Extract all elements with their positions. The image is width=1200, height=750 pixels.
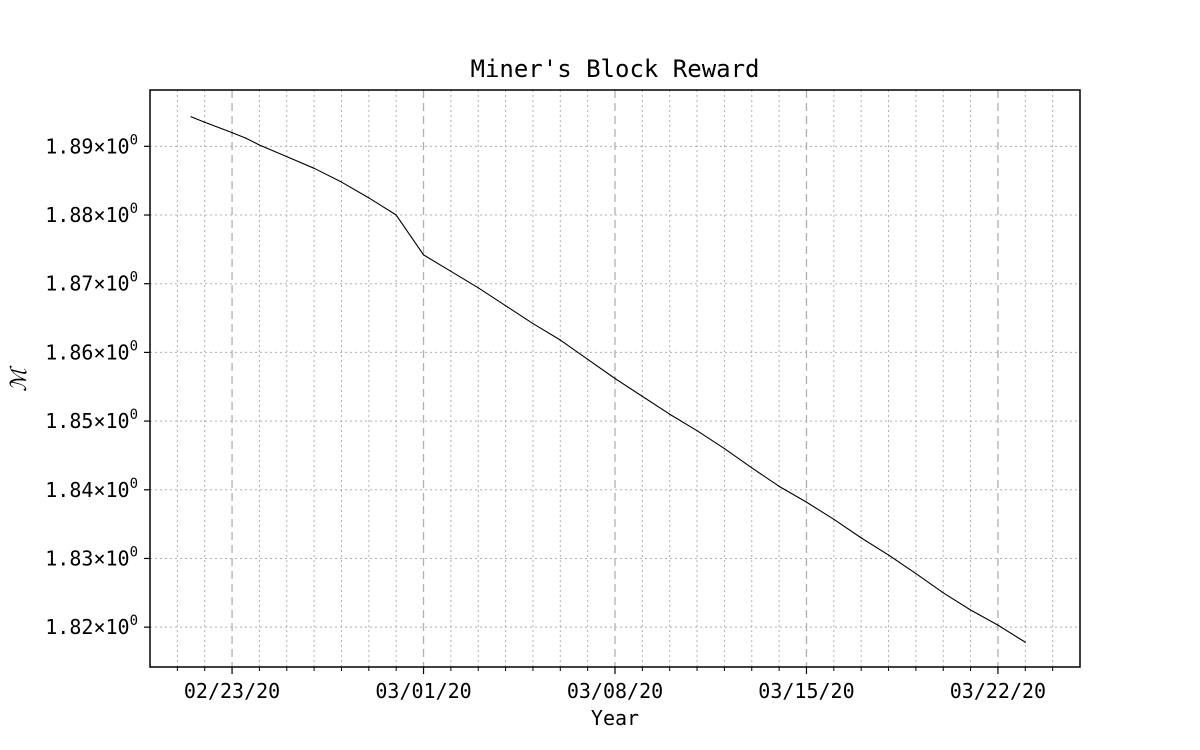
data-point bbox=[231, 131, 233, 134]
y-tick-base: ×10 bbox=[93, 134, 129, 158]
data-point bbox=[696, 430, 698, 432]
x-tick-label: 03/22/20 bbox=[950, 679, 1046, 703]
data-point bbox=[833, 518, 835, 520]
data-point bbox=[504, 305, 507, 307]
chart-title: Miner's Block Reward bbox=[471, 55, 760, 83]
y-tick-label: 1.84×100 bbox=[45, 476, 138, 502]
data-point bbox=[190, 116, 192, 118]
y-tick-base: ×10 bbox=[93, 272, 129, 296]
ticks: 02/23/20 03/01/20 03/08/20 03/15/20 03/22/20… bbox=[45, 132, 1054, 703]
y-tick-base: ×10 bbox=[93, 478, 129, 502]
y-tick-label: 1.85×100 bbox=[45, 407, 138, 433]
data-point bbox=[778, 485, 780, 487]
data-point bbox=[641, 395, 643, 397]
data-point bbox=[559, 339, 561, 341]
data-point bbox=[258, 144, 261, 146]
x-tick-label: 02/23/20 bbox=[184, 679, 280, 703]
y-tick-label: 1.82×100 bbox=[45, 613, 138, 639]
data-point bbox=[614, 377, 616, 380]
data-point bbox=[805, 501, 808, 503]
y-tick-exponent: 0 bbox=[130, 270, 138, 286]
y-tick-base: ×10 bbox=[93, 546, 129, 570]
y-tick-mantissa: 1.86 bbox=[45, 340, 93, 364]
x-axis-label: Year bbox=[591, 706, 639, 730]
y-tick-mantissa: 1.87 bbox=[45, 272, 93, 296]
y-tick-mantissa: 1.82 bbox=[45, 615, 93, 639]
data-point bbox=[997, 624, 999, 626]
data-point bbox=[723, 447, 726, 450]
y-tick-exponent: 0 bbox=[130, 476, 138, 492]
data-point bbox=[669, 413, 671, 415]
data-point bbox=[245, 137, 247, 139]
y-tick-base: ×10 bbox=[93, 340, 129, 364]
series-layer bbox=[190, 116, 1026, 643]
data-point bbox=[204, 121, 206, 123]
data-point bbox=[340, 181, 343, 183]
y-tick-mantissa: 1.83 bbox=[45, 546, 93, 570]
data-point bbox=[395, 214, 397, 216]
y-tick-label: 1.88×100 bbox=[45, 201, 138, 227]
y-tick-exponent: 0 bbox=[130, 407, 138, 423]
y-tick-exponent: 0 bbox=[130, 613, 138, 629]
data-point bbox=[422, 254, 425, 256]
data-point bbox=[286, 156, 288, 158]
x-tick-label: 03/08/20 bbox=[567, 679, 663, 703]
grid bbox=[150, 90, 1080, 667]
y-tick-label: 1.89×100 bbox=[45, 132, 138, 158]
data-point bbox=[860, 537, 862, 539]
data-point bbox=[450, 270, 452, 272]
data-point bbox=[587, 358, 589, 360]
y-tick-label: 1.86×100 bbox=[45, 338, 138, 364]
data-point bbox=[477, 287, 479, 289]
y-tick-mantissa: 1.89 bbox=[45, 134, 93, 158]
y-tick-base: ×10 bbox=[93, 615, 129, 639]
y-tick-exponent: 0 bbox=[130, 132, 138, 148]
data-point bbox=[1024, 641, 1026, 643]
data-point bbox=[915, 572, 917, 575]
y-tick-label: 1.83×100 bbox=[45, 544, 138, 570]
x-tick-label: 03/01/20 bbox=[375, 679, 471, 703]
y-tick-base: ×10 bbox=[93, 203, 129, 227]
data-point bbox=[942, 592, 944, 594]
data-point bbox=[969, 609, 972, 611]
data-point bbox=[368, 197, 370, 199]
data-point bbox=[751, 467, 753, 469]
data-point bbox=[887, 554, 890, 556]
y-tick-exponent: 0 bbox=[130, 544, 138, 560]
y-tick-mantissa: 1.88 bbox=[45, 203, 93, 227]
y-tick-label: 1.87×100 bbox=[45, 270, 138, 296]
data-point bbox=[313, 167, 315, 169]
y-axis-label: ℳ bbox=[7, 365, 32, 392]
y-tick-exponent: 0 bbox=[130, 338, 138, 354]
y-tick-mantissa: 1.84 bbox=[45, 478, 93, 502]
x-tick-label: 03/15/20 bbox=[758, 679, 854, 703]
y-tick-base: ×10 bbox=[93, 409, 129, 433]
data-point bbox=[532, 322, 534, 325]
y-tick-mantissa: 1.85 bbox=[45, 409, 93, 433]
y-tick-exponent: 0 bbox=[130, 201, 138, 217]
